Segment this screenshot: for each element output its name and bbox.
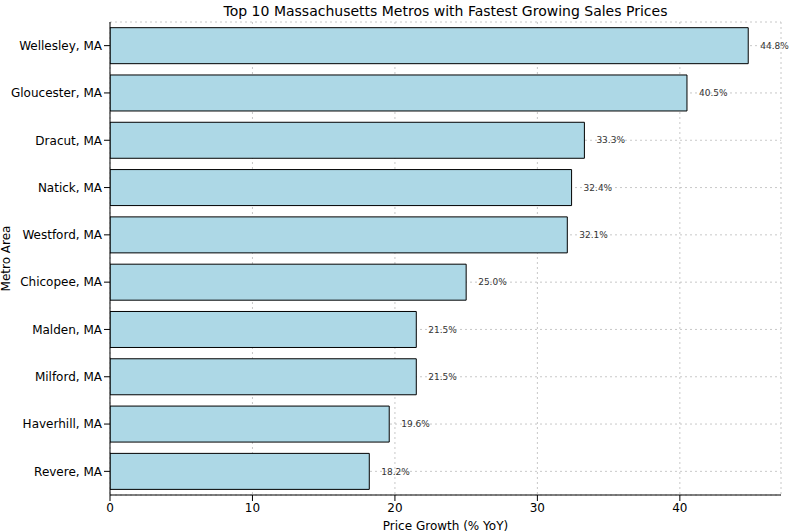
svg-text:Malden, MA: Malden, MA xyxy=(32,323,103,337)
svg-text:Milford, MA: Milford, MA xyxy=(35,370,103,384)
svg-text:Revere, MA: Revere, MA xyxy=(34,465,103,479)
svg-text:Metro Area: Metro Area xyxy=(8,226,13,292)
svg-text:21.5%: 21.5% xyxy=(428,325,457,335)
svg-text:32.1%: 32.1% xyxy=(579,230,608,240)
svg-text:0: 0 xyxy=(106,501,114,515)
svg-text:Westford, MA: Westford, MA xyxy=(22,228,102,242)
svg-text:10: 10 xyxy=(245,501,260,515)
svg-text:Price Growth (% YoY): Price Growth (% YoY) xyxy=(383,519,508,532)
svg-text:21.5%: 21.5% xyxy=(428,372,457,382)
svg-text:40.5%: 40.5% xyxy=(699,88,728,98)
svg-text:19.6%: 19.6% xyxy=(401,419,430,429)
svg-text:32.4%: 32.4% xyxy=(584,183,613,193)
svg-text:25.0%: 25.0% xyxy=(478,277,507,287)
svg-text:Dracut, MA: Dracut, MA xyxy=(35,134,102,148)
svg-text:30: 30 xyxy=(530,501,545,515)
svg-text:Gloucester, MA: Gloucester, MA xyxy=(11,86,103,100)
svg-text:40: 40 xyxy=(672,501,687,515)
svg-text:44.8%: 44.8% xyxy=(760,41,789,51)
svg-text:Chicopee, MA: Chicopee, MA xyxy=(20,275,103,289)
svg-text:Haverhill, MA: Haverhill, MA xyxy=(23,417,103,431)
svg-text:Natick, MA: Natick, MA xyxy=(38,181,103,195)
svg-text:33.3%: 33.3% xyxy=(596,135,625,145)
svg-text:18.2%: 18.2% xyxy=(381,467,410,477)
html-text:Top 10 Massachusetts Metros wi: Top 10 Massachusetts Metros with Fastest… xyxy=(223,3,668,19)
svg-text:Wellesley, MA: Wellesley, MA xyxy=(19,39,103,53)
svg-text:20: 20 xyxy=(387,501,402,515)
